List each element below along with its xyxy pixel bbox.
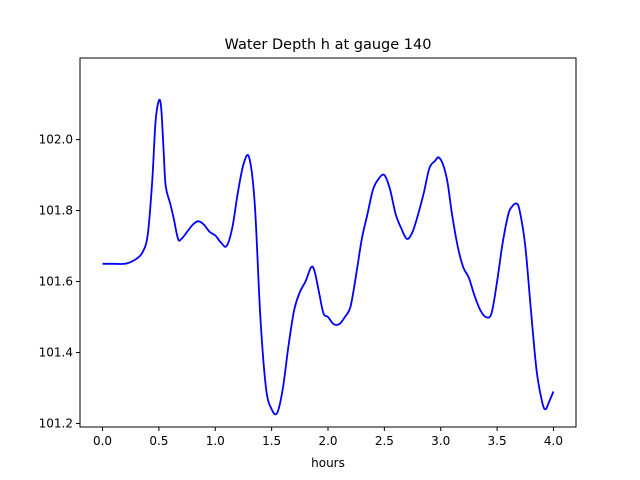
y-tick-label: 101.2 (39, 416, 73, 430)
x-tick-label: 2.5 (375, 434, 394, 448)
y-tick-label: 101.6 (39, 275, 73, 289)
x-tick-label: 4.0 (544, 434, 563, 448)
x-tick-label: 1.5 (262, 434, 281, 448)
plot-area: 0.0 0.5 1.0 1.5 2.0 2.5 3.0 3.5 4.0 101.2 101.4 101… (39, 57, 577, 448)
chart-title: Water Depth h at gauge 140 (225, 37, 432, 53)
x-tick-label: 1.0 (206, 434, 225, 448)
x-tick-label: 3.0 (431, 434, 450, 448)
x-tick-label: 0.0 (93, 434, 112, 448)
y-tick-label: 101.4 (39, 345, 73, 359)
y-tick-label: 102.0 (39, 133, 73, 147)
x-tick-label: 3.5 (488, 434, 507, 448)
x-axis-label: hours (311, 456, 345, 470)
x-tick-label: 2.0 (318, 434, 337, 448)
y-tick-label: 101.8 (39, 204, 73, 218)
x-tick-label: 0.5 (149, 434, 168, 448)
series-line-0 (102, 98, 555, 416)
